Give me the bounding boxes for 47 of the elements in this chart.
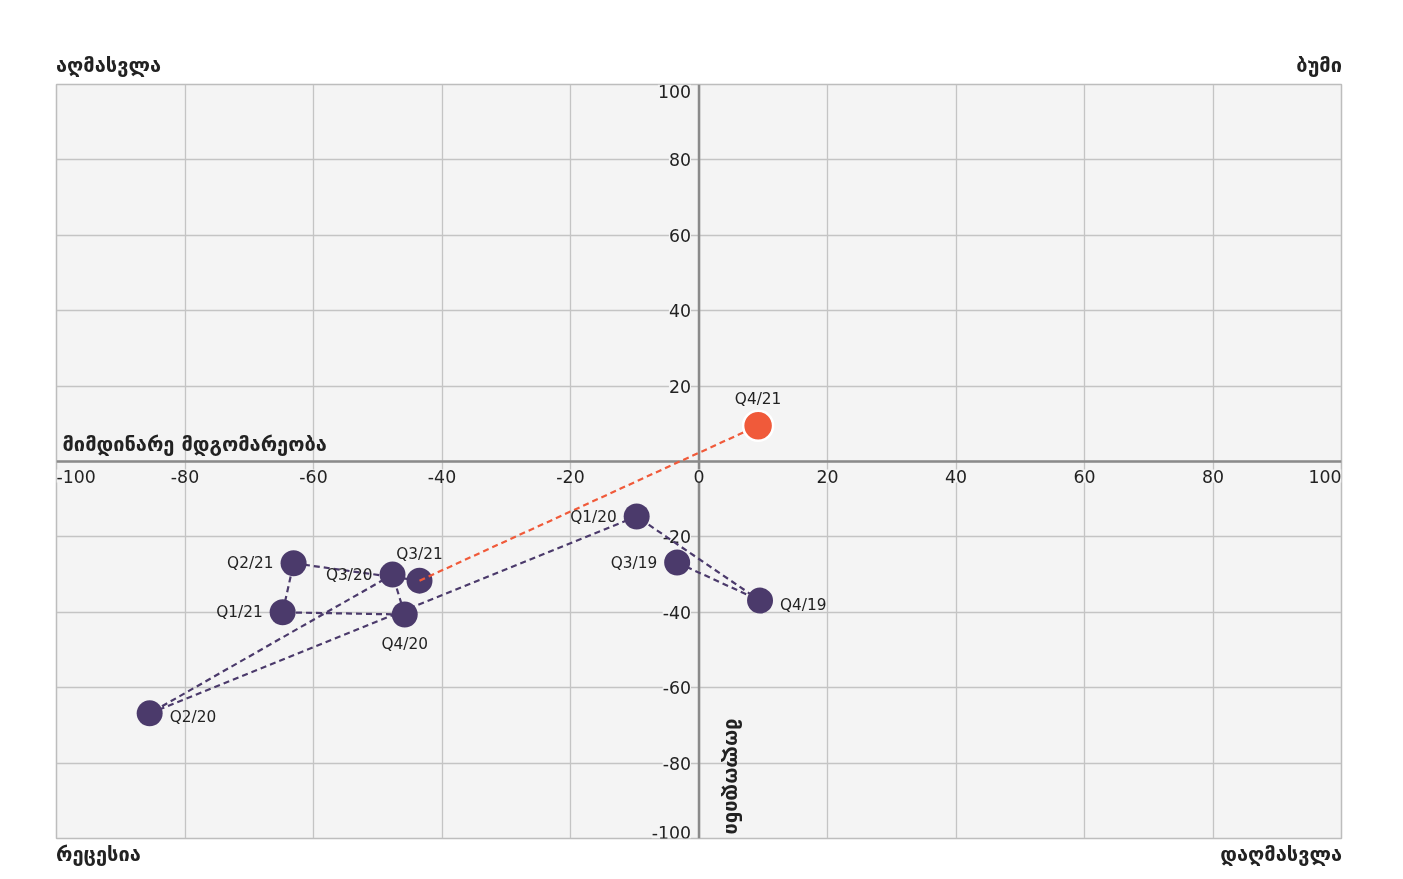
point (280, 550, 307, 577)
y-tick-label: 40 (668, 301, 692, 322)
y-tick-label: -80 (662, 753, 692, 774)
x-tick-label: 60 (1073, 466, 1096, 487)
x-tick-label: 80 (1201, 466, 1225, 487)
x-axis-title: მიმდინარე მდგომარეობა (62, 431, 327, 456)
text: დაღმასვლა (1220, 841, 1342, 868)
y-tick-label: -60 (662, 678, 692, 699)
point (269, 599, 296, 626)
x-tick-label: -40 (427, 466, 457, 487)
point (747, 587, 774, 614)
data-label: Q2/21 (227, 554, 274, 573)
x-tick-label: -60 (299, 466, 328, 487)
y-axis-title: მოლოდინი (721, 718, 745, 835)
x-tick-label: -80 (170, 466, 200, 487)
data-label: Q3/21 (396, 544, 443, 563)
x-tick-label: 40 (944, 466, 968, 487)
data-label: Q1/20 (570, 507, 617, 526)
data-label: Q1/21 (216, 603, 263, 622)
text: აღმასვლა (56, 52, 162, 80)
point (623, 503, 650, 530)
x-tick-label: 0 (693, 466, 705, 487)
x-tick-label: -20 (556, 466, 585, 487)
point (664, 549, 691, 576)
y-tick-label: -20 (662, 527, 692, 548)
y-tick-label: -100 (651, 822, 691, 843)
text: ბუმი (1296, 52, 1342, 80)
y-tick-label: -40 (662, 602, 692, 623)
x-tick-label: 20 (816, 466, 839, 487)
x-tick-label: -100 (56, 466, 96, 487)
data-label: Q4/21 (734, 389, 782, 408)
point (379, 561, 406, 588)
data-label: Q3/20 (326, 565, 373, 584)
text: რეცესია (56, 841, 141, 868)
y-tick-label: 80 (668, 150, 692, 171)
data-label: Q3/19 (610, 553, 658, 572)
point (136, 700, 163, 727)
data-label: Q2/20 (169, 708, 217, 727)
data-label: Q4/20 (381, 634, 428, 653)
y-tick-label: 60 (668, 225, 692, 246)
data-label: Q4/19 (780, 595, 827, 614)
x-tick-label: 100 (1308, 466, 1342, 487)
y-tick-label: 20 (668, 376, 692, 397)
point (406, 567, 433, 594)
point (741, 409, 775, 442)
y-tick-label: 100 (657, 81, 691, 102)
point (391, 601, 418, 628)
